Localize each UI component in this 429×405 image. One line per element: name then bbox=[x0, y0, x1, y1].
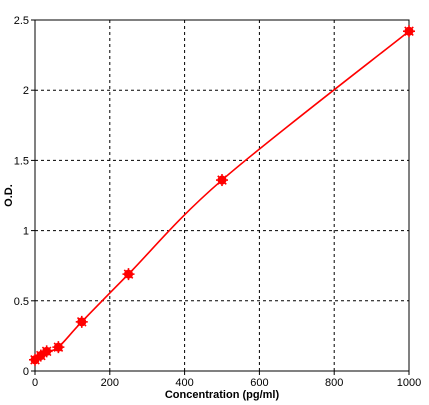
data-point-spike bbox=[217, 175, 227, 185]
x-tick-label: 0 bbox=[32, 377, 38, 389]
fit-curve bbox=[34, 30, 410, 361]
x-tick-label: 600 bbox=[250, 377, 268, 389]
x-tick-label: 400 bbox=[175, 377, 193, 389]
x-tick-label: 800 bbox=[325, 377, 343, 389]
data-point bbox=[403, 25, 415, 38]
data-point bbox=[122, 268, 135, 281]
y-tick-label: 2.5 bbox=[14, 15, 29, 27]
data-points bbox=[29, 25, 415, 366]
y-tick-label: 0 bbox=[23, 366, 29, 378]
data-point bbox=[216, 174, 228, 187]
data-point-spike bbox=[41, 346, 52, 357]
data-point-spike bbox=[123, 269, 134, 279]
grid-lines bbox=[35, 20, 409, 371]
plot-frame bbox=[34, 19, 410, 372]
y-tick-label: 0.5 bbox=[14, 296, 29, 308]
y-axis-title: O.D. bbox=[3, 184, 15, 207]
y-tick-label: 1.5 bbox=[14, 155, 29, 167]
x-axis-title: Concentration (pg/ml) bbox=[165, 389, 280, 401]
fit-curve-line bbox=[34, 30, 410, 361]
data-point-spike bbox=[76, 317, 87, 327]
data-point bbox=[52, 341, 65, 354]
data-point-spike bbox=[404, 26, 414, 37]
y-tick-label: 1 bbox=[23, 226, 29, 238]
x-tick-label: 1000 bbox=[397, 377, 421, 389]
data-point-spike bbox=[53, 342, 64, 352]
data-point bbox=[75, 315, 88, 328]
axis-ticks: 0 200 400 600 800 1000 0 0.5 1 1.5 2 2.5 bbox=[14, 15, 422, 389]
data-point bbox=[40, 345, 53, 358]
x-tick-label: 200 bbox=[101, 377, 119, 389]
y-tick-label: 2 bbox=[23, 85, 29, 97]
